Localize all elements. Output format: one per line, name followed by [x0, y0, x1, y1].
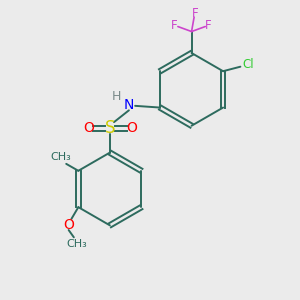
Text: O: O	[126, 121, 137, 135]
Text: Cl: Cl	[242, 58, 254, 71]
Text: CH₃: CH₃	[51, 152, 71, 162]
Text: F: F	[171, 19, 178, 32]
Text: O: O	[83, 121, 94, 135]
Text: H: H	[112, 90, 122, 103]
Text: N: N	[124, 98, 134, 112]
Text: CH₃: CH₃	[66, 239, 87, 249]
Text: F: F	[191, 7, 198, 20]
Text: O: O	[63, 218, 74, 232]
Text: S: S	[105, 119, 115, 137]
Text: F: F	[205, 19, 212, 32]
